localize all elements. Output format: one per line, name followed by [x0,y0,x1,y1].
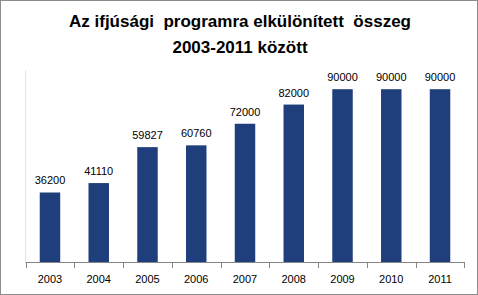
bar [332,89,352,262]
bar [430,89,450,262]
subtitle: 2003-2011 között [172,38,307,57]
bar [137,147,157,262]
bar [186,145,206,262]
data-label: 72000 [230,106,261,118]
x-tick-mark [318,262,319,268]
title: Az ifjúsági programra elkülönített össze… [69,12,411,31]
x-tick-mark [367,262,368,268]
x-tick-mark [74,262,75,268]
chart-svg: Az ifjúsági programra elkülönített össze… [0,0,478,295]
x-tick-mark [221,262,222,268]
data-label: 36200 [35,174,66,186]
data-label: 90000 [327,71,358,83]
x-tick-mark [464,262,465,268]
x-tick-mark [123,262,124,268]
x-tick-mark [269,262,270,268]
x-tick-mark [26,262,27,268]
bar [40,192,60,262]
data-label: 90000 [425,71,456,83]
x-tick-label: 2008 [282,273,306,285]
bar [381,89,401,262]
x-tick-label: 2010 [379,273,403,285]
bar [235,124,255,262]
x-tick-label: 2009 [330,273,354,285]
x-tick-label: 2004 [86,273,110,285]
bars [40,89,451,262]
bar [88,183,108,262]
x-axis-line [26,262,465,263]
chart-frame [1,1,478,295]
x-tick-label: 2011 [428,273,452,285]
x-tick-label: 2003 [38,273,62,285]
x-tick-label: 2005 [135,273,159,285]
x-tick-label: 2006 [184,273,208,285]
data-label: 59827 [132,129,163,141]
data-label: 90000 [376,71,407,83]
data-label: 60760 [181,127,212,139]
data-label: 82000 [278,87,309,99]
bar [284,105,304,262]
chart-container: Az ifjúsági programra elkülönített össze… [0,0,478,295]
x-tick-label: 2007 [233,273,257,285]
x-tick-mark [172,262,173,268]
data-label: 41110 [84,165,113,177]
x-tick-mark [416,262,417,268]
y-axis-line [25,70,26,262]
